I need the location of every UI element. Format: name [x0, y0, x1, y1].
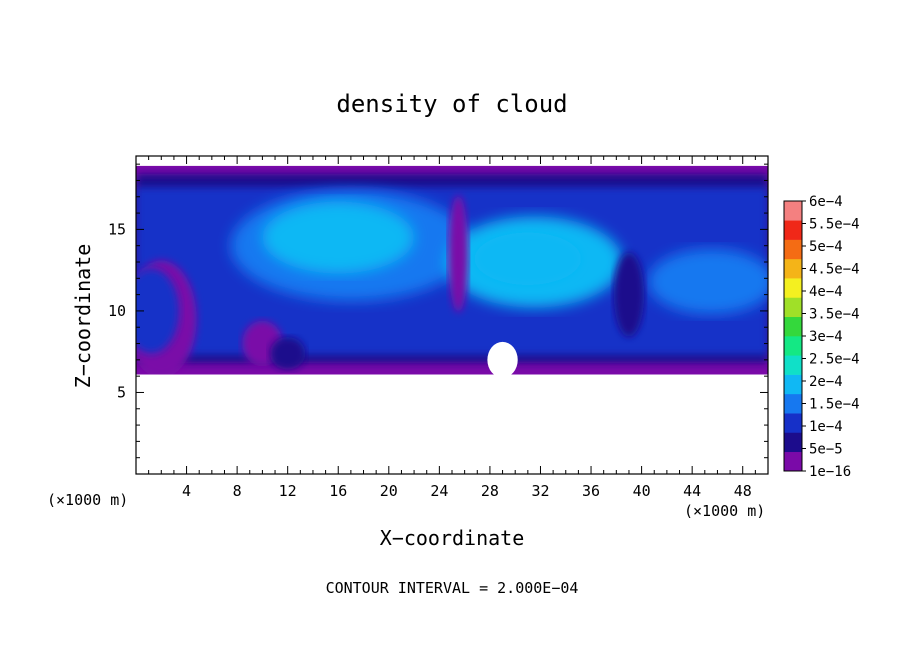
gap-cell: [487, 341, 518, 378]
colorbar-label: 1e−16: [809, 464, 851, 480]
x-tick-label: 28: [481, 482, 499, 500]
x-tick-label: 8: [233, 482, 242, 500]
colorbar-label: 5e−4: [809, 239, 843, 255]
x-unit-right-label: (×1000 m): [684, 502, 765, 520]
colorbar: 1e−16 5e−5 1e−4 1.5e−4 2e−4 2.5e−4 3e−4 3.5e−4 4…: [783, 194, 860, 480]
y-tick-label: 5: [117, 383, 126, 401]
edge-cell-core: [136, 268, 179, 354]
colorbar-label: 2.5e−4: [809, 352, 860, 368]
x-tick-label: 40: [633, 482, 651, 500]
colorbar-label: 4.5e−4: [809, 262, 860, 278]
colorbar-swatch: [784, 413, 802, 433]
y-tick-label: 15: [108, 220, 126, 238]
far-east-core: [647, 248, 768, 315]
colorbar-label: 5e−5: [809, 442, 843, 458]
colorbar-swatch: [784, 336, 802, 356]
y-tick-label: 10: [108, 302, 126, 320]
colorbar-swatch: [784, 239, 802, 260]
colorbar-swatch: [784, 201, 802, 221]
colorbar-swatch: [784, 451, 802, 472]
x-tick-label: 32: [531, 482, 549, 500]
x-tick-label: 20: [380, 482, 398, 500]
x-unit-left-label: (×1000 m): [47, 491, 128, 509]
colorbar-swatch: [784, 432, 802, 453]
y-axis-title: Z−coordinate: [71, 244, 95, 389]
colorbar-label: 1e−4: [809, 419, 843, 435]
downdraft-east: [613, 252, 645, 338]
clear-air-top: [136, 156, 768, 166]
x-tick-label: 16: [329, 482, 347, 500]
colorbar-label: 1.5e−4: [809, 397, 860, 413]
low-cell-mid: [269, 337, 306, 370]
chart-title: density of cloud: [336, 90, 567, 118]
colorbar-swatch: [784, 316, 802, 337]
x-axis-ticks: 4 8 12 16 20 24 28 32 36 40 44 48: [148, 156, 756, 500]
colorbar-swatch: [784, 374, 802, 395]
cloud-field: [136, 156, 768, 474]
clear-air-region: [136, 374, 768, 474]
y-axis-ticks: 5 10 15: [108, 163, 768, 459]
x-axis-title: X−coordinate: [380, 526, 525, 550]
colorbar-label: 2e−4: [809, 374, 843, 390]
colorbar-swatch: [784, 297, 802, 318]
x-tick-label: 48: [734, 482, 752, 500]
x-tick-label: 12: [279, 482, 297, 500]
x-tick-label: 36: [582, 482, 600, 500]
cloud-density-cells: [136, 156, 768, 474]
east-core-inner: [474, 232, 581, 285]
colorbar-swatch: [784, 355, 802, 375]
colorbar-label: 4e−4: [809, 284, 843, 300]
updraft-filament: [448, 195, 469, 313]
contour-interval-note: CONTOUR INTERVAL = 2.000E−04: [326, 579, 579, 597]
x-tick-label: 44: [683, 482, 701, 500]
colorbar-swatch: [784, 258, 802, 279]
colorbar-swatch: [784, 278, 802, 298]
colorbar-label: 6e−4: [809, 194, 843, 210]
colorbar-swatch: [784, 220, 802, 240]
colorbar-swatch: [784, 393, 802, 414]
colorbar-label: 5.5e−4: [809, 217, 860, 233]
colorbar-label: 3.5e−4: [809, 307, 860, 323]
x-tick-label: 24: [430, 482, 448, 500]
colorbar-label: 3e−4: [809, 329, 843, 345]
x-tick-label: 4: [182, 482, 191, 500]
west-core-inner: [262, 201, 415, 274]
